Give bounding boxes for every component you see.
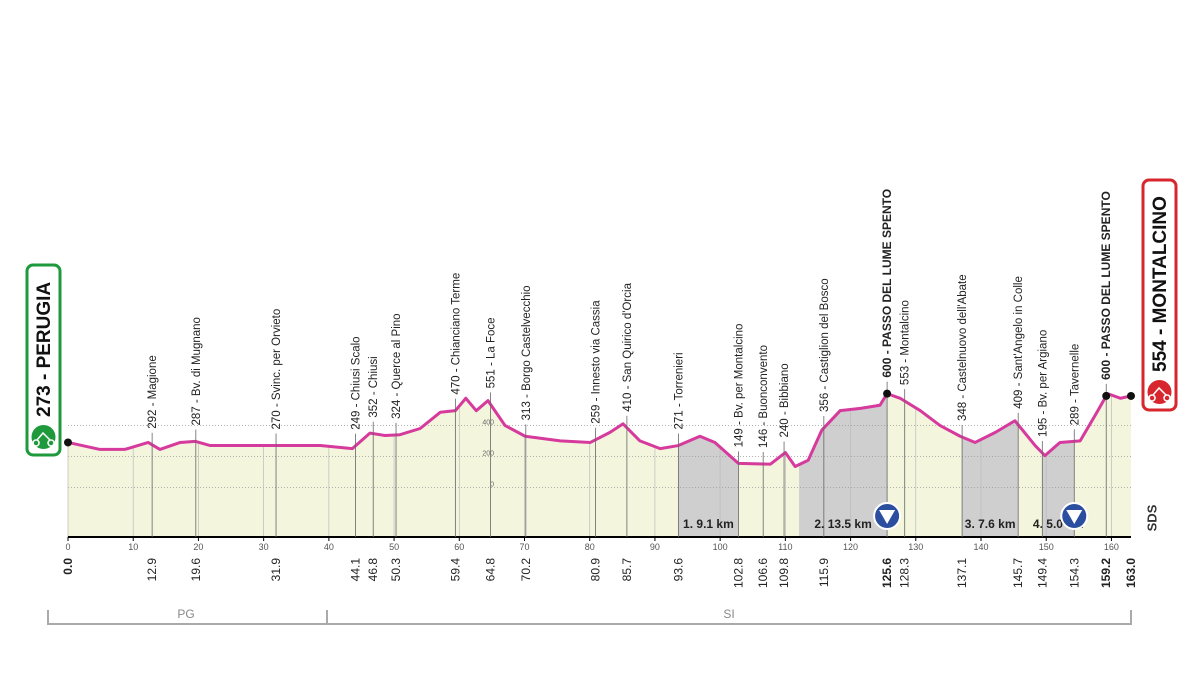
waypoint-label: 146 - Buonconvento — [758, 345, 770, 448]
summit-dot — [1102, 391, 1111, 400]
waypoint-label: 249 - Chiusi Scalo — [351, 336, 363, 429]
waypoint-label: 553 - Montalcino — [900, 300, 912, 385]
region-label: PG — [177, 607, 194, 621]
waypoint-label: 270 - Svinc. per Orvieto — [271, 309, 283, 430]
waypoint-label: 313 - Borgo Castelvecchio — [521, 285, 533, 420]
region-bracket — [47, 610, 1132, 625]
km-label: 50.3 — [389, 558, 403, 582]
endpoint-dot — [64, 438, 72, 447]
waypoint-label: 551 - La Foce — [486, 317, 498, 388]
x-tick-label: 130 — [908, 542, 923, 552]
km-label: 44.1 — [349, 558, 363, 582]
y-tick-label: 400 — [482, 419, 494, 426]
km-label: 0.0 — [61, 558, 75, 575]
waypoint-label: 271 - Torrenieri — [673, 352, 685, 429]
climb-sector — [678, 436, 739, 537]
waypoint-label: 409 - Sant'Angelo in Colle — [1013, 276, 1025, 409]
km-label: 145.7 — [1011, 558, 1025, 588]
y-tick-label: 0 — [490, 481, 494, 488]
waypoint-label: 259 - Innesto via Cassia — [591, 300, 603, 424]
km-label: 125.6 — [880, 558, 894, 588]
km-label: 159.2 — [1099, 558, 1113, 588]
km-label: 106.6 — [756, 558, 770, 588]
endpoint-dot — [1127, 391, 1135, 400]
kom-icon-arrow — [1066, 510, 1083, 524]
climb-label: 2. 13.5 km — [814, 517, 871, 531]
x-tick-label: 100 — [713, 542, 728, 552]
place-box — [25, 263, 62, 457]
km-label: 102.8 — [731, 558, 745, 588]
km-label: 80.9 — [589, 558, 603, 582]
x-tick-label: 140 — [973, 542, 988, 552]
waypoint-label: 600 - PASSO DEL LUME SPENTO — [1099, 191, 1113, 380]
km-label: 31.9 — [269, 558, 283, 582]
waypoint-label: 149 - Bv. per Montalcino — [733, 324, 745, 448]
waypoint-label: 324 - Querce al Pino — [391, 313, 403, 418]
x-tick-label: 160 — [1104, 542, 1119, 552]
climb-sector — [799, 393, 888, 537]
waypoint-label: 410 - San Quirico d'Orcia — [622, 282, 634, 411]
km-label: 59.4 — [448, 558, 462, 582]
waypoint-label: 348 - Castelnuovo dell'Abate — [957, 274, 969, 421]
km-label: 137.1 — [955, 558, 969, 588]
x-tick-label: 40 — [324, 542, 334, 552]
x-tick-label: 70 — [519, 542, 529, 552]
km-label: 163.0 — [1124, 558, 1138, 588]
region-brackets: PG SI — [47, 607, 1132, 625]
waypoint-label: 195 - Bv. per Argiano — [1037, 330, 1049, 437]
x-tick-label: 90 — [650, 542, 660, 552]
waypoint-label: 470 - Chianciano Terme — [450, 273, 462, 395]
place-icon-bike — [32, 431, 55, 447]
plot — [67, 393, 1131, 537]
waypoint-label: 287 - Bv. di Mugnano — [191, 317, 203, 425]
km-label: 46.8 — [366, 558, 380, 582]
km-label: 93.6 — [671, 558, 685, 582]
waypoint-label: 292 - Magione — [147, 355, 159, 429]
climb-label: 1. 9.1 km — [683, 517, 734, 531]
km-label: 149.4 — [1035, 558, 1049, 588]
km-label: 128.3 — [898, 558, 912, 588]
region-label: SI — [723, 607, 734, 621]
logo: SDS — [1144, 504, 1159, 531]
place-label: 554 - MONTALCINO — [1150, 196, 1171, 372]
km-label: 115.9 — [817, 558, 831, 587]
x-tick-label: 150 — [1039, 542, 1054, 552]
x-tick-label: 30 — [259, 542, 269, 552]
place-icon-bike — [1148, 386, 1171, 402]
y-tick-label: 200 — [482, 450, 494, 457]
km-label: 19.6 — [189, 558, 203, 582]
climb-label: 3. 7.6 km — [965, 517, 1016, 531]
place-icon — [1147, 380, 1172, 404]
waypoint-label: 352 - Chiusi — [368, 356, 380, 417]
place-box — [1141, 178, 1178, 412]
x-tick-label: 110 — [778, 542, 792, 552]
km-label: 12.9 — [145, 558, 159, 582]
profile-line — [67, 392, 1132, 468]
waypoint-label: 240 - Bibbiano — [779, 363, 791, 437]
summit-dot — [883, 389, 892, 398]
climb-sector — [962, 420, 1019, 537]
kom-icon-arrow — [879, 510, 896, 524]
x-tick-label: 80 — [585, 542, 595, 552]
x-tick-label: 120 — [843, 542, 858, 552]
km-label: 85.7 — [620, 558, 634, 582]
x-tick-label: 0 — [65, 542, 70, 552]
waypoint-label: 289 - Tavernelle — [1069, 344, 1081, 426]
x-tick-label: 10 — [128, 542, 138, 552]
km-label: 70.2 — [519, 558, 533, 582]
place-label: 273 - PERUGIA — [34, 282, 55, 417]
x-tick-label: 60 — [454, 542, 464, 552]
place-icon — [31, 425, 56, 449]
waypoint-label: 600 - PASSO DEL LUME SPENTO — [880, 189, 894, 378]
waypoint-label: 356 - Castiglion del Bosco — [819, 278, 831, 412]
km-label: 109.8 — [777, 558, 791, 588]
x-tick-label: 20 — [193, 542, 203, 552]
x-tick-label: 50 — [389, 542, 399, 552]
km-label: 154.3 — [1067, 558, 1081, 588]
km-label: 64.8 — [484, 558, 498, 582]
